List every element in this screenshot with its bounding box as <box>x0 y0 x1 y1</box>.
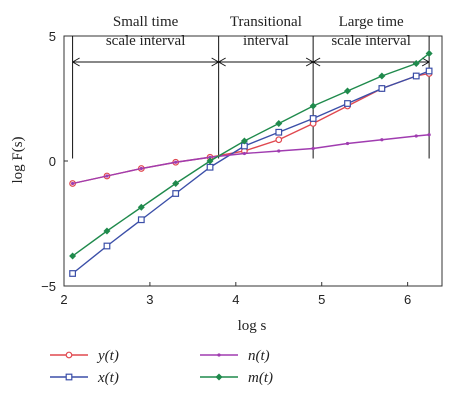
series-line <box>72 72 430 185</box>
data-point <box>427 133 431 137</box>
x-tick-label: 6 <box>404 292 411 307</box>
data-point <box>412 60 420 67</box>
data-point <box>275 128 283 136</box>
interval-label: scale interval <box>106 33 186 49</box>
annotations: Small time scale interval Transitional inte… <box>72 14 430 159</box>
data-point <box>277 149 281 153</box>
data-point <box>345 141 350 146</box>
data-point <box>344 87 351 95</box>
legend-item: n(t) <box>200 348 270 364</box>
interval-label: scale interval <box>331 33 411 49</box>
interval-label: Large time <box>339 14 404 30</box>
y-tick-label: 5 <box>49 29 56 44</box>
data-point <box>70 181 75 186</box>
data-point <box>275 120 283 127</box>
data-point <box>65 373 73 381</box>
data-point <box>174 160 178 164</box>
y-axis-title: log F(s) <box>10 136 26 183</box>
data-point <box>103 227 111 235</box>
data-point <box>217 353 221 357</box>
legend-item: y(t) <box>50 348 119 364</box>
data-point <box>215 373 223 381</box>
series-line <box>72 70 430 275</box>
data-point <box>378 85 386 92</box>
data-point <box>172 190 180 197</box>
series-layer <box>69 50 433 277</box>
data-point <box>309 115 317 122</box>
data-point <box>425 67 433 75</box>
data-point <box>414 134 418 138</box>
data-point <box>208 155 212 159</box>
legend-item: m(t) <box>200 370 273 386</box>
x-tick-label: 4 <box>232 292 239 307</box>
data-point <box>412 72 420 80</box>
interval-arrowhead-right <box>305 57 314 67</box>
series-yt <box>69 70 433 187</box>
data-point <box>139 166 143 171</box>
data-point <box>309 102 317 110</box>
series-mt <box>69 50 433 260</box>
legend-label: m(t) <box>248 370 273 386</box>
data-point <box>65 351 73 359</box>
legend-label: y(t) <box>96 348 119 364</box>
plot-border <box>63 35 443 287</box>
interval-arrowhead-right <box>211 57 219 67</box>
legend-item: x(t) <box>50 370 119 386</box>
series-xt <box>69 67 433 277</box>
legend-label: x(t) <box>97 370 119 386</box>
data-point <box>242 151 247 156</box>
data-point <box>172 180 180 187</box>
data-point <box>105 174 109 178</box>
interval-arrowhead-left <box>72 57 80 67</box>
data-point <box>69 252 77 260</box>
data-point <box>425 50 433 57</box>
data-point <box>69 270 76 277</box>
data-point <box>275 136 283 144</box>
data-point <box>240 137 248 145</box>
data-point <box>380 138 384 142</box>
data-point <box>378 72 386 80</box>
plot-frame <box>63 35 443 287</box>
data-point <box>344 100 351 107</box>
y-tick-label: 0 <box>49 154 56 169</box>
series-line <box>72 134 430 185</box>
x-tick-label: 2 <box>60 292 67 307</box>
legend-label: n(t) <box>248 348 270 364</box>
series-nt <box>70 133 431 186</box>
data-point <box>137 216 145 224</box>
x-tick-label: 3 <box>146 292 153 307</box>
data-point <box>206 163 214 171</box>
interval-arrowhead-left <box>218 57 226 67</box>
interval-label: Transitional <box>230 14 302 30</box>
data-point <box>311 146 315 151</box>
x-axis-title: log s <box>238 318 267 334</box>
legend: y(t) n(t) x(t) m(t) <box>50 348 273 386</box>
interval-arrowhead-left <box>312 57 321 67</box>
data-point <box>206 157 214 165</box>
data-point <box>137 203 145 211</box>
x-tick-label: 5 <box>318 292 325 307</box>
series-line <box>72 52 430 257</box>
interval-label: interval <box>243 33 289 49</box>
interval-label: Small time <box>113 14 179 30</box>
data-point <box>103 242 111 250</box>
axes: 2 3 4 5 6 −5 0 5 <box>41 29 411 307</box>
y-tick-label: −5 <box>41 279 56 294</box>
